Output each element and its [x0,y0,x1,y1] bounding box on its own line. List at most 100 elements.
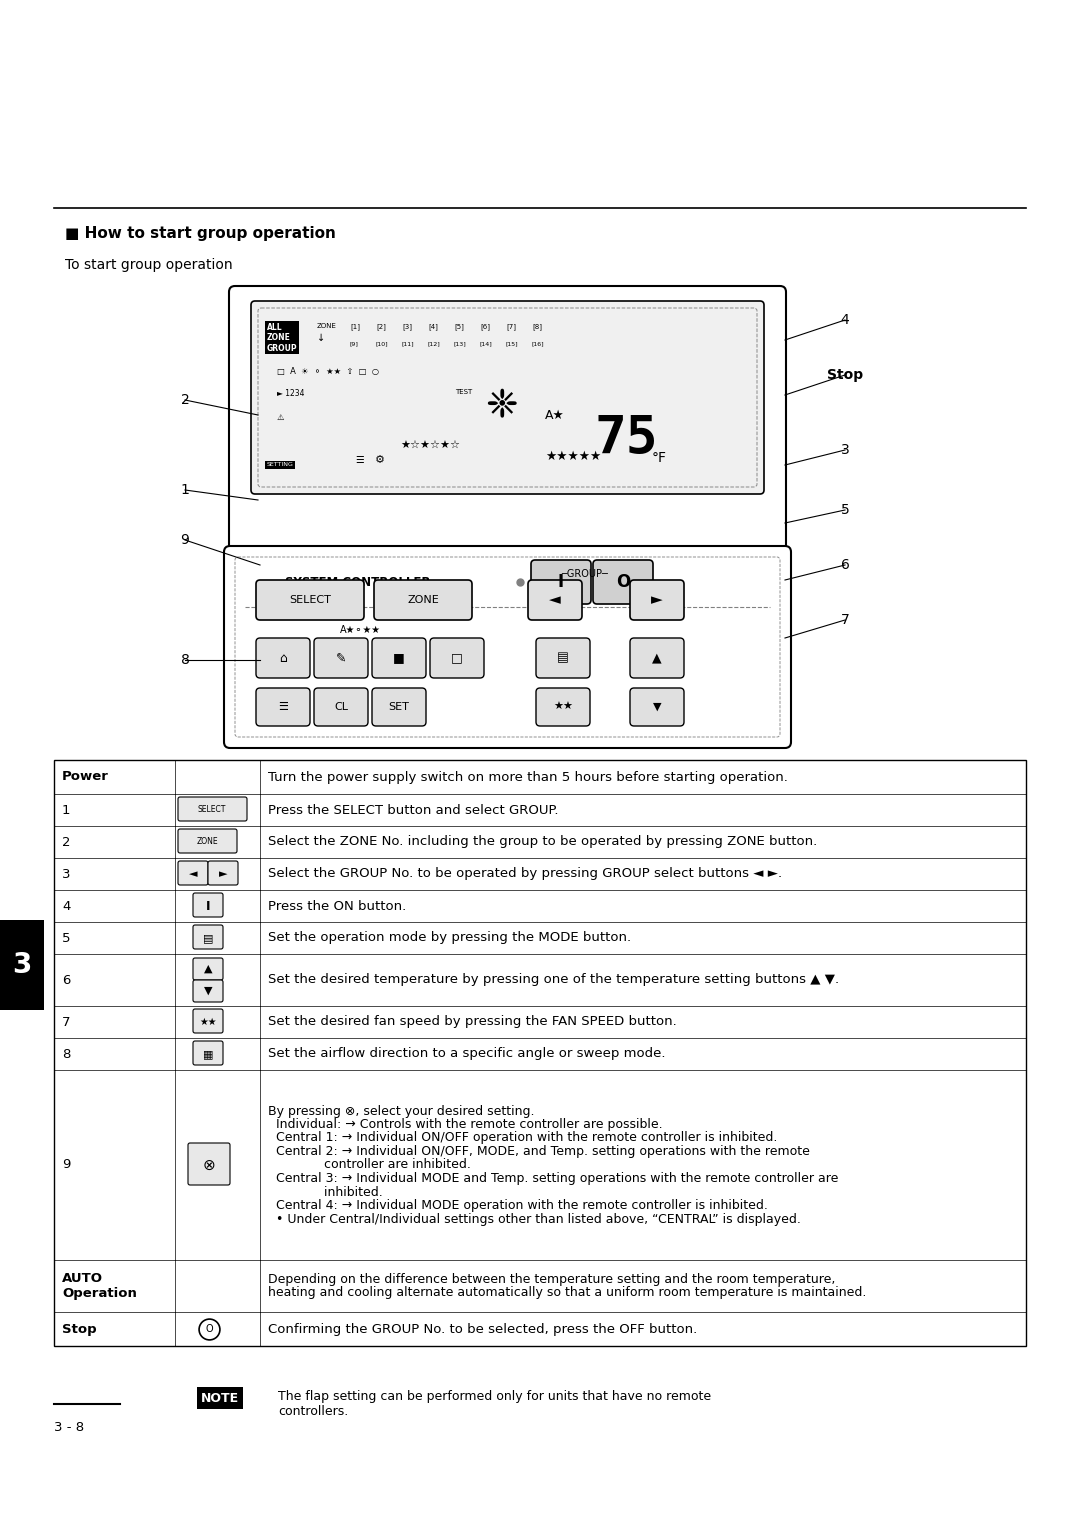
Text: 3: 3 [62,868,70,880]
Text: SELECT: SELECT [289,594,330,605]
Text: ZONE: ZONE [197,837,218,847]
Text: ★★: ★★ [553,701,573,712]
Text: heating and cooling alternate automatically so that a uniform room temperature i: heating and cooling alternate automatica… [268,1287,866,1299]
Text: [9]: [9] [350,341,359,345]
FancyBboxPatch shape [528,581,582,620]
Text: CL: CL [334,701,348,712]
Text: [5]: [5] [454,322,464,330]
FancyBboxPatch shape [188,1143,230,1186]
Text: Set the operation mode by pressing the MODE button.: Set the operation mode by pressing the M… [268,932,631,944]
Text: The flap setting can be performed only for units that have no remote
controllers: The flap setting can be performed only f… [278,1390,711,1418]
FancyBboxPatch shape [630,688,684,726]
Text: ⚙: ⚙ [375,455,384,465]
Text: controller are inhibited.: controller are inhibited. [268,1158,471,1172]
Text: A★: A★ [545,408,565,422]
Text: Select the ZONE No. including the group to be operated by pressing ZONE button.: Select the ZONE No. including the group … [268,836,818,848]
FancyBboxPatch shape [593,559,653,604]
Text: Individual: → Controls with the remote controller are possible.: Individual: → Controls with the remote c… [268,1118,663,1131]
Text: 3: 3 [840,443,849,457]
Text: O: O [616,573,630,591]
Text: 8: 8 [180,652,189,668]
Text: 6: 6 [840,558,850,571]
FancyBboxPatch shape [531,559,591,604]
Text: ▼: ▼ [652,701,661,712]
FancyBboxPatch shape [251,301,764,494]
Text: 1: 1 [180,483,189,497]
Text: ★★★★★: ★★★★★ [545,451,602,463]
Text: 7: 7 [62,1016,70,1028]
Text: □: □ [451,651,463,665]
Text: [6]: [6] [480,322,490,330]
Text: 75: 75 [595,413,659,465]
FancyBboxPatch shape [193,892,222,917]
Text: ▤: ▤ [203,934,213,943]
Text: [11]: [11] [402,341,415,345]
Text: ⚠: ⚠ [276,413,284,422]
Text: Power: Power [62,770,109,784]
Text: 5: 5 [62,932,70,944]
Text: [8]: [8] [532,322,542,330]
Text: [14]: [14] [480,341,492,345]
Text: Central 1: → Individual ON/OFF operation with the remote controller is inhibited: Central 1: → Individual ON/OFF operation… [268,1132,778,1144]
FancyBboxPatch shape [178,798,247,821]
Text: ▦: ▦ [203,1050,213,1059]
Bar [54,759,1026,1346]
Text: 9: 9 [180,533,189,547]
Text: ↓: ↓ [318,333,325,342]
Text: AUTO
Operation: AUTO Operation [62,1271,137,1300]
Text: 2: 2 [180,393,189,406]
Text: 4: 4 [840,313,849,327]
Text: 6: 6 [62,973,70,987]
Text: ▼: ▼ [204,986,213,996]
FancyBboxPatch shape [178,830,237,853]
Text: ▤: ▤ [557,651,569,665]
FancyBboxPatch shape [178,860,208,885]
FancyBboxPatch shape [256,688,310,726]
Text: ALL
ZONE
GROUP: ALL ZONE GROUP [267,322,298,353]
Text: I: I [206,900,211,912]
Text: 3: 3 [12,950,31,979]
FancyBboxPatch shape [256,581,364,620]
Text: ☰: ☰ [278,701,288,712]
Text: [12]: [12] [428,341,441,345]
Text: [13]: [13] [454,341,467,345]
Text: Stop: Stop [62,1323,96,1335]
FancyBboxPatch shape [193,1041,222,1065]
FancyBboxPatch shape [256,639,310,678]
FancyBboxPatch shape [430,639,484,678]
Text: ▲: ▲ [204,964,213,973]
Text: ◄: ◄ [549,593,561,608]
FancyBboxPatch shape [536,688,590,726]
FancyBboxPatch shape [193,924,222,949]
Text: SYSTEM CONTROLLER: SYSTEM CONTROLLER [285,576,431,588]
Text: Central 4: → Individual MODE operation with the remote controller is inhibited.: Central 4: → Individual MODE operation w… [268,1199,768,1212]
Text: SETTING: SETTING [267,463,294,468]
Text: ▲: ▲ [652,651,662,665]
FancyBboxPatch shape [630,639,684,678]
Text: ► 1234: ► 1234 [276,390,305,397]
Text: • Under Central/Individual settings other than listed above, “CENTRAL” is displa: • Under Central/Individual settings othe… [268,1213,801,1225]
FancyBboxPatch shape [314,688,368,726]
Text: 9: 9 [62,1158,70,1172]
Text: Press the SELECT button and select GROUP.: Press the SELECT button and select GROUP… [268,804,558,816]
Text: I: I [558,573,564,591]
Text: ■ How to start group operation: ■ How to start group operation [65,226,336,241]
Text: A★⚬★★: A★⚬★★ [340,625,381,636]
Text: 1: 1 [62,804,70,816]
Text: 2: 2 [62,836,70,848]
Text: Confirming the GROUP No. to be selected, press the OFF button.: Confirming the GROUP No. to be selected,… [268,1323,698,1335]
Text: 5: 5 [840,503,849,516]
Text: 4: 4 [62,900,70,912]
FancyBboxPatch shape [314,639,368,678]
Text: ⊗: ⊗ [203,1158,215,1172]
Text: Central 2: → Individual ON/OFF, MODE, and Temp. setting operations with the remo: Central 2: → Individual ON/OFF, MODE, an… [268,1144,810,1158]
Text: ►: ► [651,593,663,608]
FancyBboxPatch shape [193,958,222,979]
Text: ★★: ★★ [199,1018,217,1027]
Text: To start group operation: To start group operation [65,258,232,272]
Text: [1]: [1] [350,322,360,330]
Text: inhibited.: inhibited. [268,1186,382,1198]
Text: [10]: [10] [376,341,389,345]
Text: [2]: [2] [376,322,386,330]
Text: By pressing ⊗, select your desired setting.: By pressing ⊗, select your desired setti… [268,1105,535,1117]
